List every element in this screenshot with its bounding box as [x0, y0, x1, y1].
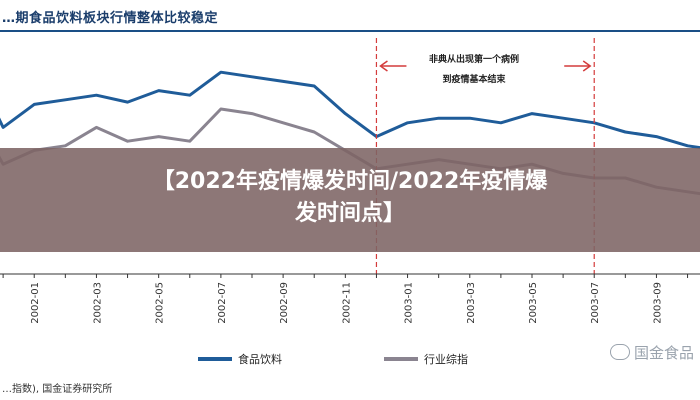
legend-label-food: 食品饮料 [238, 352, 282, 366]
x-ticks: 2002-01 2002-03 2002-05 2002-07 2002-09 2002-… [2, 274, 689, 324]
x-tick-label: 2003-07 [590, 282, 601, 324]
x-tick-label: 2003-05 [528, 282, 539, 324]
x-tick-label: 2002-09 [279, 282, 290, 324]
chart-title: …期食品饮料板块行情整体比较稳定 [2, 11, 219, 26]
x-tick-label: 2002-07 [217, 282, 228, 324]
legend-label-index: 行业综指 [424, 352, 468, 366]
watermark-text: 国金食品 [633, 344, 694, 362]
annotation-arrow-right-head [582, 60, 592, 72]
wechat-icon [609, 344, 630, 360]
title-rule [0, 30, 700, 32]
overlay-text: 【2022年疫情爆发时间/2022年疫情爆 发时间点】 [0, 166, 700, 230]
legend: 食品饮料 行业综指 [198, 352, 468, 366]
watermark: 国金食品 [609, 342, 694, 363]
x-tick-label: 2002-05 [155, 282, 166, 324]
x-tick-label: 2003-01 [404, 282, 415, 324]
annotation-line-1: 非典从出现第一个病例 [429, 53, 519, 65]
overlay-line-1: 【2022年疫情爆发时间/2022年疫情爆 [152, 169, 548, 194]
x-tick-label: 2002-01 [30, 282, 41, 324]
source-note: …指数), 国金证券研究所 [2, 384, 113, 395]
annotation: 非典从出现第一个病例 到疫情基本结束 [379, 53, 592, 85]
overlay-line-2: 发时间点】 [294, 201, 405, 226]
x-tick-label: 2003-09 [652, 282, 663, 324]
x-tick-label: 2002-03 [92, 282, 103, 324]
x-tick-label: 2003-03 [466, 282, 477, 324]
annotation-arrow-left-head [379, 60, 388, 72]
series-line-food [0, 70, 700, 150]
title-overlay-banner: 【2022年疫情爆发时间/2022年疫情爆 发时间点】 [0, 148, 700, 252]
x-tick-label: 2002-11 [341, 282, 352, 324]
annotation-line-2: 到疫情基本结束 [442, 73, 506, 85]
